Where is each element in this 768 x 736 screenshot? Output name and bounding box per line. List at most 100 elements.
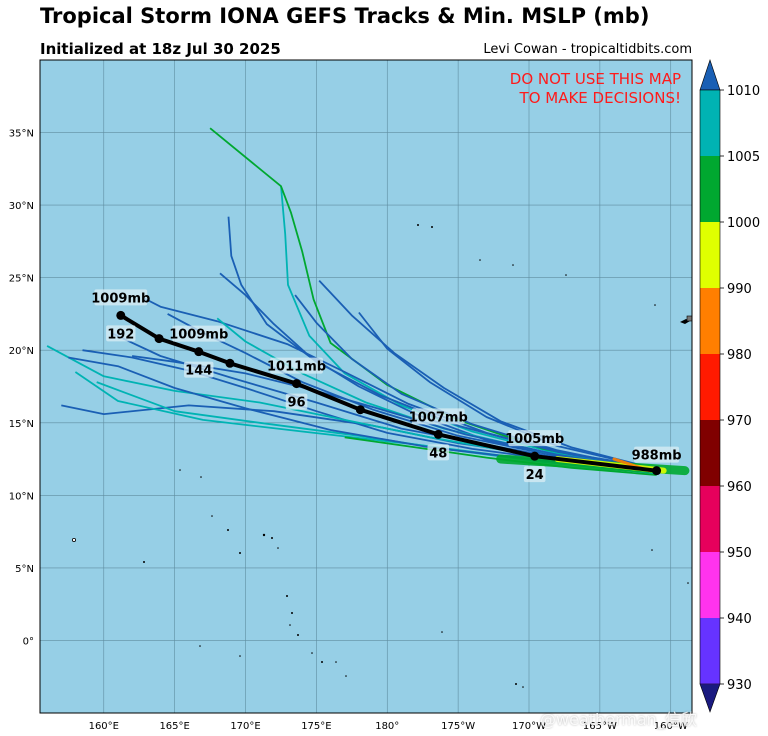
colorbar-band — [700, 90, 720, 157]
colorbar-label: 940 — [727, 612, 752, 627]
label-backdrop — [172, 325, 226, 342]
label-backdrop — [285, 393, 308, 410]
island-dot — [179, 469, 181, 471]
mslp-label: 1009mb — [169, 328, 228, 343]
island-dot — [431, 226, 433, 228]
island-dot — [687, 582, 689, 584]
lon-tick-label: 180° — [375, 721, 399, 732]
forecast-hour-label: 48 — [429, 446, 447, 461]
island-dot — [143, 561, 145, 563]
colorbar-label: 1010 — [727, 84, 760, 99]
island-dot — [512, 264, 514, 266]
mean-track-point — [225, 358, 235, 368]
colorbar-top-arrow — [699, 59, 721, 91]
colorbar-label: 970 — [727, 414, 752, 429]
lon-tick-label: 170°E — [230, 721, 260, 732]
lat-tick-label: 10°N — [9, 491, 34, 502]
island-dot — [239, 655, 241, 657]
colorbar-frame — [699, 89, 721, 685]
island-dot — [289, 624, 291, 626]
forecast-hour-label: 144 — [185, 364, 212, 379]
colorbar-band — [700, 486, 720, 553]
island-dot — [271, 537, 273, 539]
island-dot — [72, 538, 77, 543]
colorbar-label: 960 — [727, 480, 752, 495]
island-dot — [286, 595, 288, 597]
mean-track-point — [292, 379, 302, 389]
colorbar-band — [700, 618, 720, 685]
mslp-label: 1011mb — [267, 360, 326, 375]
mean-track-point — [433, 429, 443, 439]
island-dot — [297, 634, 299, 636]
label-backdrop — [634, 446, 680, 463]
lat-tick-label: 25°N — [9, 274, 34, 285]
forecast-hour-label: 96 — [288, 396, 306, 411]
island-dot — [239, 552, 241, 554]
lat-tick-label: 15°N — [9, 419, 34, 430]
warning-line2: TO MAKE DECISIONS! — [519, 89, 681, 107]
colorbar-band — [700, 156, 720, 223]
colorbar-label: 950 — [727, 546, 752, 561]
lon-tick-label: 165°W — [583, 721, 617, 732]
colorbar-label: 980 — [727, 348, 752, 363]
member-track — [209, 127, 657, 472]
mean-track-point — [530, 451, 540, 461]
mslp-colorbar: 1010 1005 1000 990 980 970 960 950 940 930 — [699, 59, 760, 713]
label-backdrop — [106, 325, 136, 342]
mslp-label: 1007mb — [409, 410, 468, 425]
colorbar-band — [700, 222, 720, 289]
ocean-background — [40, 60, 692, 713]
island-dot — [441, 631, 443, 633]
graticule — [40, 60, 692, 713]
lon-tick-label: 160°W — [654, 721, 688, 732]
mean-track-point — [116, 310, 126, 320]
mean-track-point — [154, 334, 164, 344]
plot-frame — [39, 59, 693, 714]
member-track — [294, 294, 657, 472]
hawaii-big-island — [686, 315, 692, 322]
mean-track-point — [355, 405, 365, 415]
island-dot — [291, 612, 293, 614]
colorbar-label: 1000 — [727, 216, 760, 231]
island-dot — [335, 661, 337, 663]
label-backdrop — [523, 466, 546, 483]
colorbar-label: 990 — [727, 282, 752, 297]
island-dot — [200, 476, 202, 478]
ensemble-mean-track — [116, 310, 662, 476]
forecast-hour-label: 192 — [107, 327, 134, 342]
mean-track-point — [652, 466, 662, 476]
island-dot — [211, 515, 213, 517]
island-dot — [311, 652, 313, 654]
lat-tick-label: 30°N — [9, 201, 34, 212]
mslp-label: 988mb — [632, 449, 682, 464]
mean-track-point — [194, 347, 204, 357]
forecast-hour-label: 24 — [526, 468, 544, 483]
label-backdrop — [427, 444, 450, 461]
lon-tick-label: 175°E — [301, 721, 331, 732]
label-backdrop — [184, 361, 214, 378]
label-backdrop — [508, 430, 562, 447]
island-dot — [262, 533, 266, 537]
lon-tick-label: 170°W — [512, 721, 546, 732]
island-dot — [199, 645, 201, 647]
axis-ticks: 160°E 165°E 170°E 175°E 180° 175°W 170°W 165°W 1… — [9, 129, 688, 732]
island-dot — [515, 683, 517, 685]
mslp-label: 1009mb — [91, 291, 150, 306]
colorbar-label: 930 — [727, 678, 752, 693]
island-dot — [417, 224, 419, 226]
island-dot — [345, 675, 347, 677]
island-dot — [277, 547, 279, 549]
map-title: Tropical Storm IONA GEFS Tracks & Min. M… — [40, 4, 650, 28]
member-track — [358, 311, 657, 471]
warning-line1: DO NOT USE THIS MAP — [510, 70, 681, 88]
island-dot — [565, 274, 567, 276]
member-track — [344, 436, 657, 476]
colorbar-label: 1005 — [727, 150, 760, 165]
init-time: Initialized at 18z Jul 30 2025 — [40, 40, 281, 58]
lat-tick-label: 20°N — [9, 346, 34, 357]
colorbar-band — [700, 420, 720, 487]
label-backdrop — [94, 289, 148, 306]
mslp-label: 1005mb — [505, 432, 564, 447]
member-track — [318, 279, 657, 471]
